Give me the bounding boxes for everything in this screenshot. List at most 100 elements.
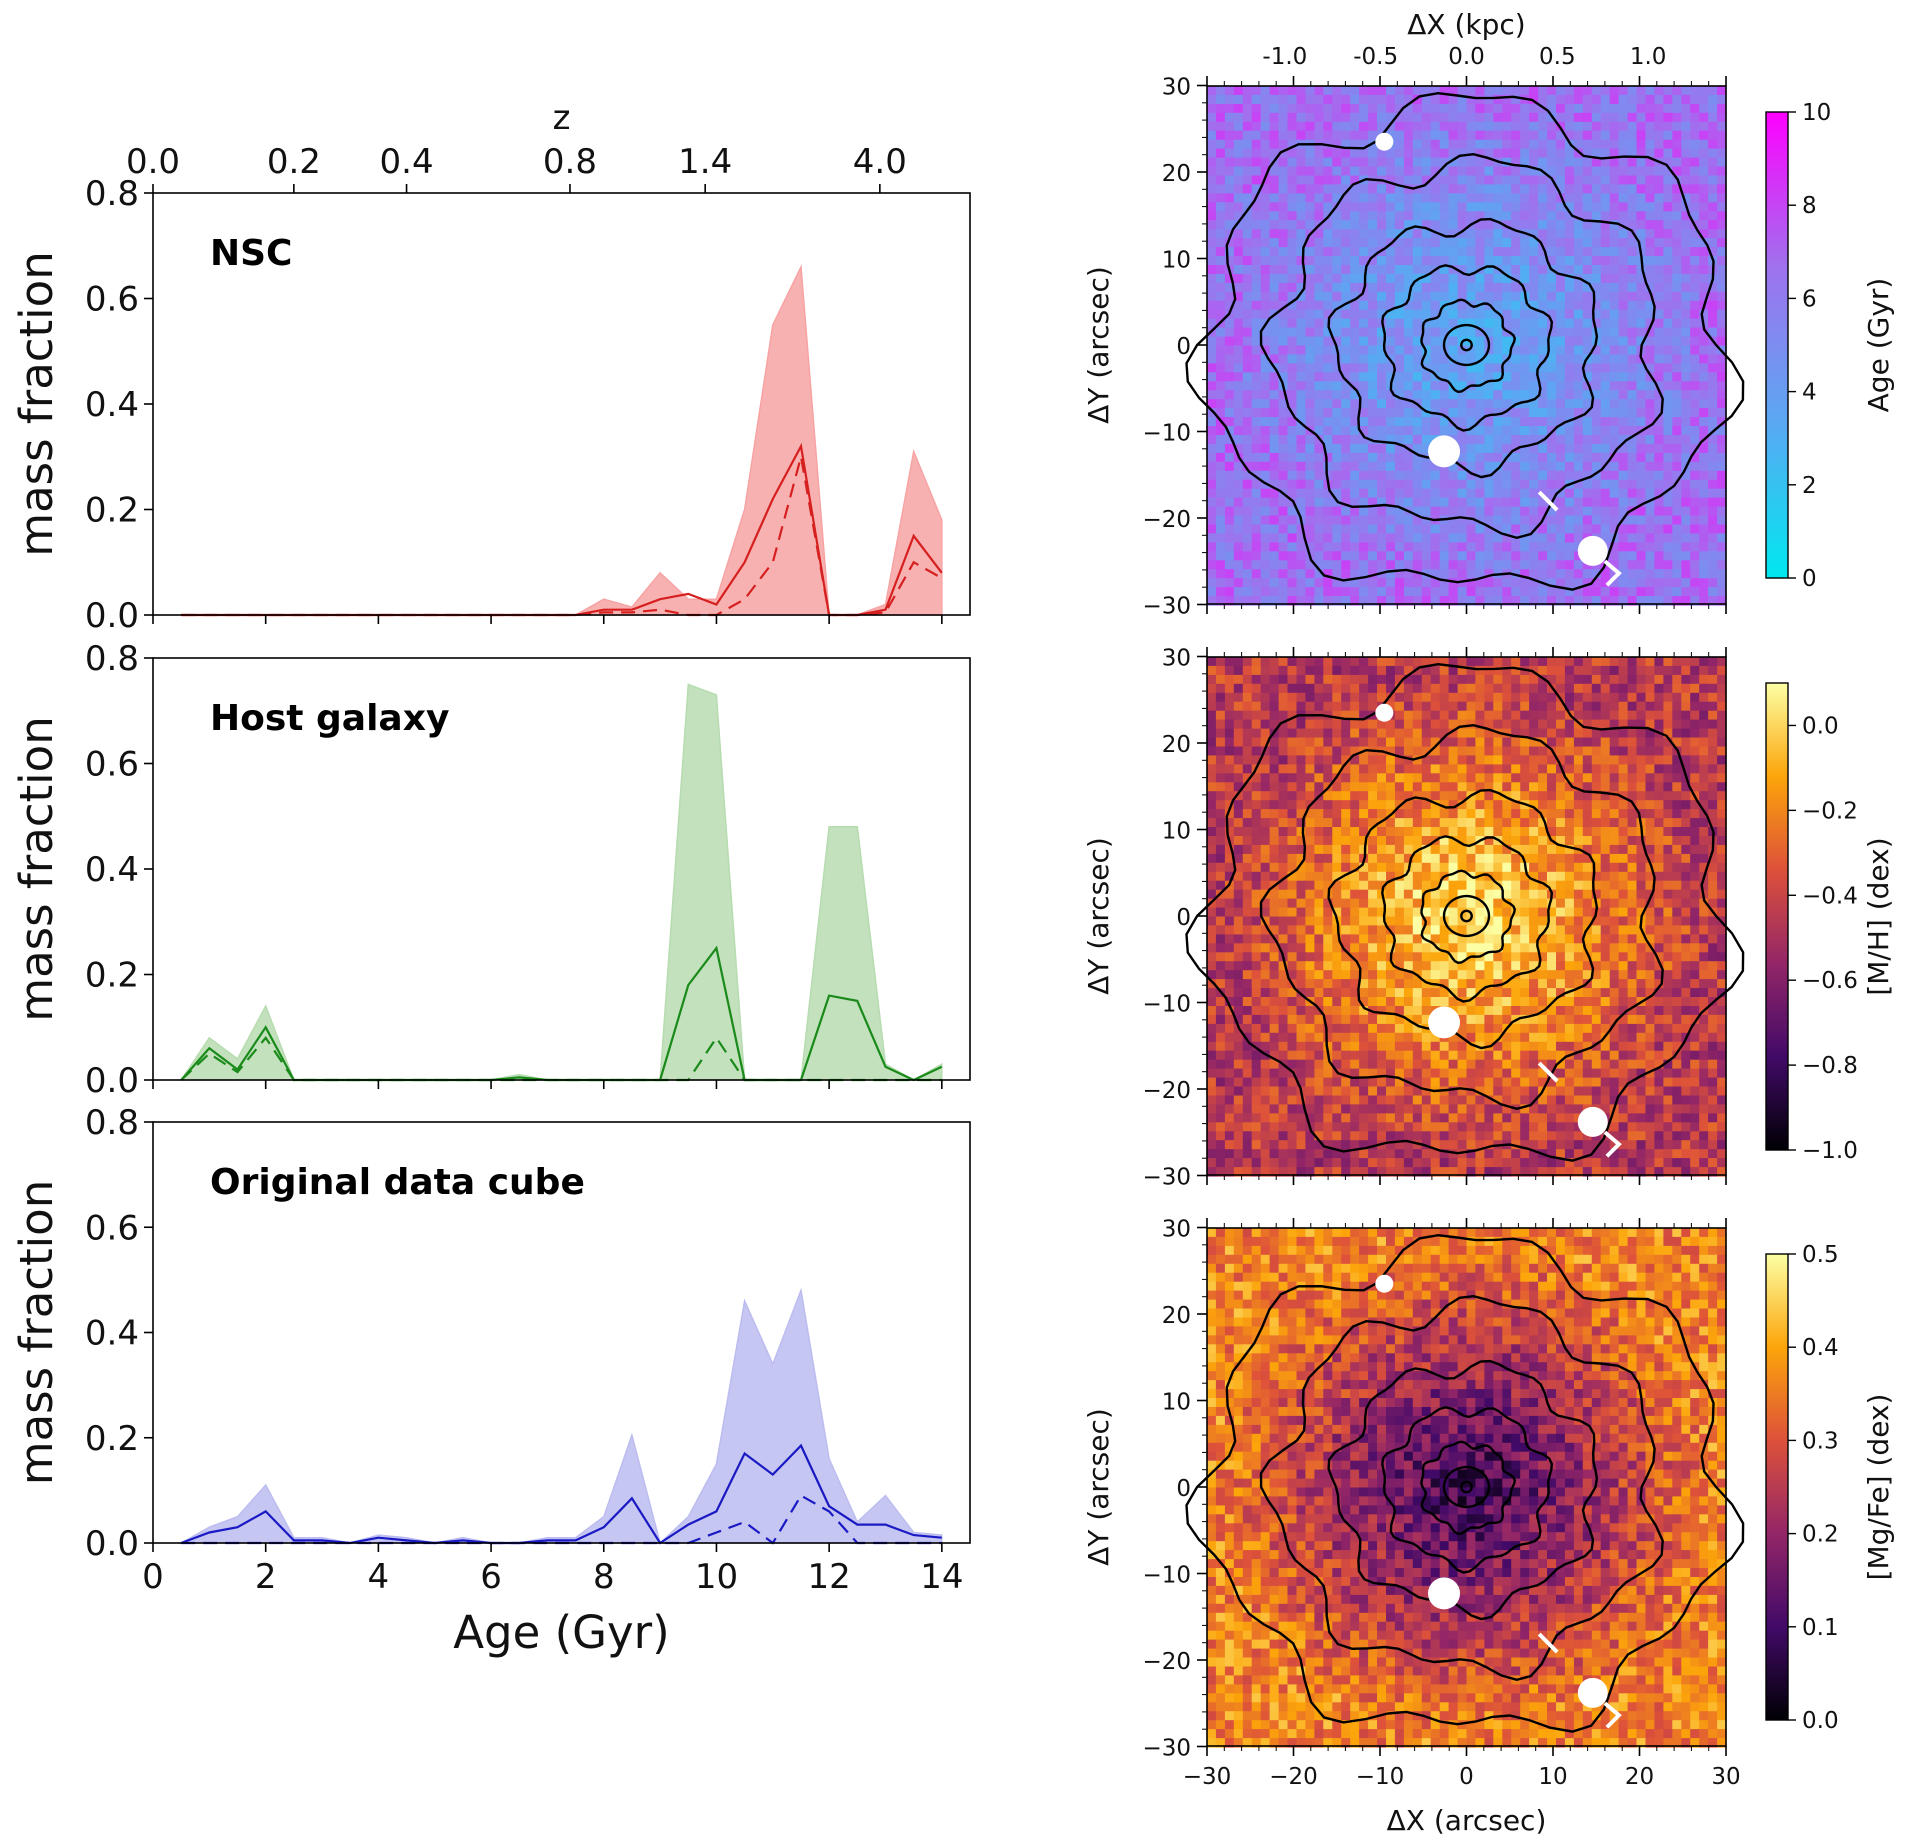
map-pixel	[1323, 844, 1333, 855]
map-pixel	[1609, 175, 1620, 185]
map-pixel	[1681, 426, 1691, 436]
map-pixel	[1538, 773, 1548, 783]
map-pixel	[1412, 578, 1423, 588]
map-pixel	[1386, 157, 1396, 168]
map-pixel	[1600, 692, 1611, 703]
map-pixel	[1386, 542, 1396, 552]
map-pixel	[1207, 417, 1217, 427]
map-pixel	[1654, 551, 1664, 561]
map-pixel	[1645, 220, 1655, 230]
map-pixel	[1341, 220, 1351, 230]
map-pixel	[1314, 345, 1324, 355]
map-pixel	[1314, 309, 1324, 320]
map-pixel	[1314, 211, 1324, 221]
map-pixel	[1287, 836, 1297, 846]
map-pixel	[1511, 587, 1521, 597]
map-pixel	[1627, 827, 1638, 837]
map-pixel	[1627, 345, 1638, 355]
map-pixel	[1493, 657, 1503, 667]
map-pixel	[1573, 818, 1584, 828]
map-pixel	[1529, 112, 1539, 123]
map-pixel	[1296, 193, 1306, 203]
map-pixel	[1314, 827, 1324, 837]
map-pixel	[1529, 533, 1539, 543]
map-pixel	[1421, 710, 1432, 721]
map-pixel	[1296, 782, 1306, 792]
map-pixel	[1224, 139, 1235, 150]
map-pixel	[1359, 372, 1369, 382]
map-pixel	[1511, 862, 1521, 873]
map-pixel	[1556, 746, 1566, 756]
map-pixel	[1332, 470, 1342, 481]
map-pixel	[1654, 336, 1664, 347]
map-pixel	[1242, 229, 1253, 239]
map-pixel	[1457, 148, 1468, 159]
map-pixel	[1466, 112, 1476, 123]
map-pixel	[1609, 211, 1620, 221]
map-pixel	[1690, 479, 1700, 490]
map-pixel	[1645, 578, 1655, 588]
map-pixel	[1457, 683, 1468, 694]
map-pixel	[1600, 674, 1611, 685]
map-pixel	[1582, 827, 1593, 837]
map-pixel	[1224, 130, 1235, 141]
masked-star	[1577, 535, 1608, 566]
map-pixel	[1466, 479, 1476, 490]
map-pixel	[1573, 300, 1584, 311]
map-pixel	[1251, 139, 1262, 150]
map-pixel	[1403, 782, 1414, 792]
map-pixel	[1645, 193, 1655, 203]
map-pixel	[1457, 533, 1468, 543]
map-pixel	[1224, 291, 1235, 302]
map-pixel	[1439, 497, 1450, 508]
map-pixel	[1511, 506, 1521, 517]
map-pixel	[1269, 220, 1280, 230]
map-pixel	[1386, 300, 1396, 311]
y-tick-label: 0.4	[85, 385, 139, 425]
map-pixel	[1341, 103, 1351, 114]
map-pixel	[1296, 701, 1306, 712]
map-pixel	[1663, 587, 1673, 597]
map-pixel	[1314, 728, 1324, 739]
map-pixel	[1609, 273, 1620, 284]
map-pixel	[1377, 470, 1387, 481]
map-pixel	[1305, 515, 1315, 525]
map-pixel	[1627, 247, 1638, 257]
map-pixel	[1350, 148, 1360, 159]
map-pixel	[1654, 130, 1664, 141]
map-pixel	[1573, 710, 1584, 721]
map-pixel	[1636, 533, 1646, 543]
map-pixel	[1412, 719, 1423, 730]
map-pixel	[1645, 202, 1655, 212]
map-pixel	[1591, 112, 1602, 123]
map-pixel	[1448, 506, 1459, 517]
map-pixel	[1242, 399, 1253, 409]
contour	[1420, 298, 1517, 394]
map-pixel	[1591, 175, 1602, 185]
map-pixel	[1269, 692, 1280, 703]
map-pixel	[1260, 800, 1271, 810]
map-pixel	[1493, 710, 1503, 721]
map-pixel	[1600, 318, 1611, 329]
map-pixel	[1412, 166, 1423, 176]
map-pixel	[1708, 354, 1718, 364]
map-pixel	[1215, 515, 1226, 525]
map-pixel	[1305, 479, 1315, 490]
map-pixel	[1207, 524, 1217, 534]
map-pixel	[1305, 318, 1315, 329]
map-pixel	[1260, 782, 1271, 792]
map-pixel	[1314, 399, 1324, 409]
map-pixel	[1556, 560, 1566, 570]
map-pixel	[1502, 229, 1512, 239]
map-pixel	[1699, 560, 1709, 570]
map-pixel	[1511, 300, 1521, 311]
map-pixel	[1609, 265, 1620, 275]
map-pixel	[1251, 533, 1262, 543]
map-pixel	[1618, 372, 1629, 382]
map-pixel	[1215, 157, 1226, 168]
map-pixel	[1717, 363, 1727, 373]
map-pixel	[1547, 86, 1557, 96]
map-pixel	[1439, 524, 1450, 534]
map-pixel	[1251, 674, 1262, 685]
map-pixel	[1457, 417, 1468, 427]
